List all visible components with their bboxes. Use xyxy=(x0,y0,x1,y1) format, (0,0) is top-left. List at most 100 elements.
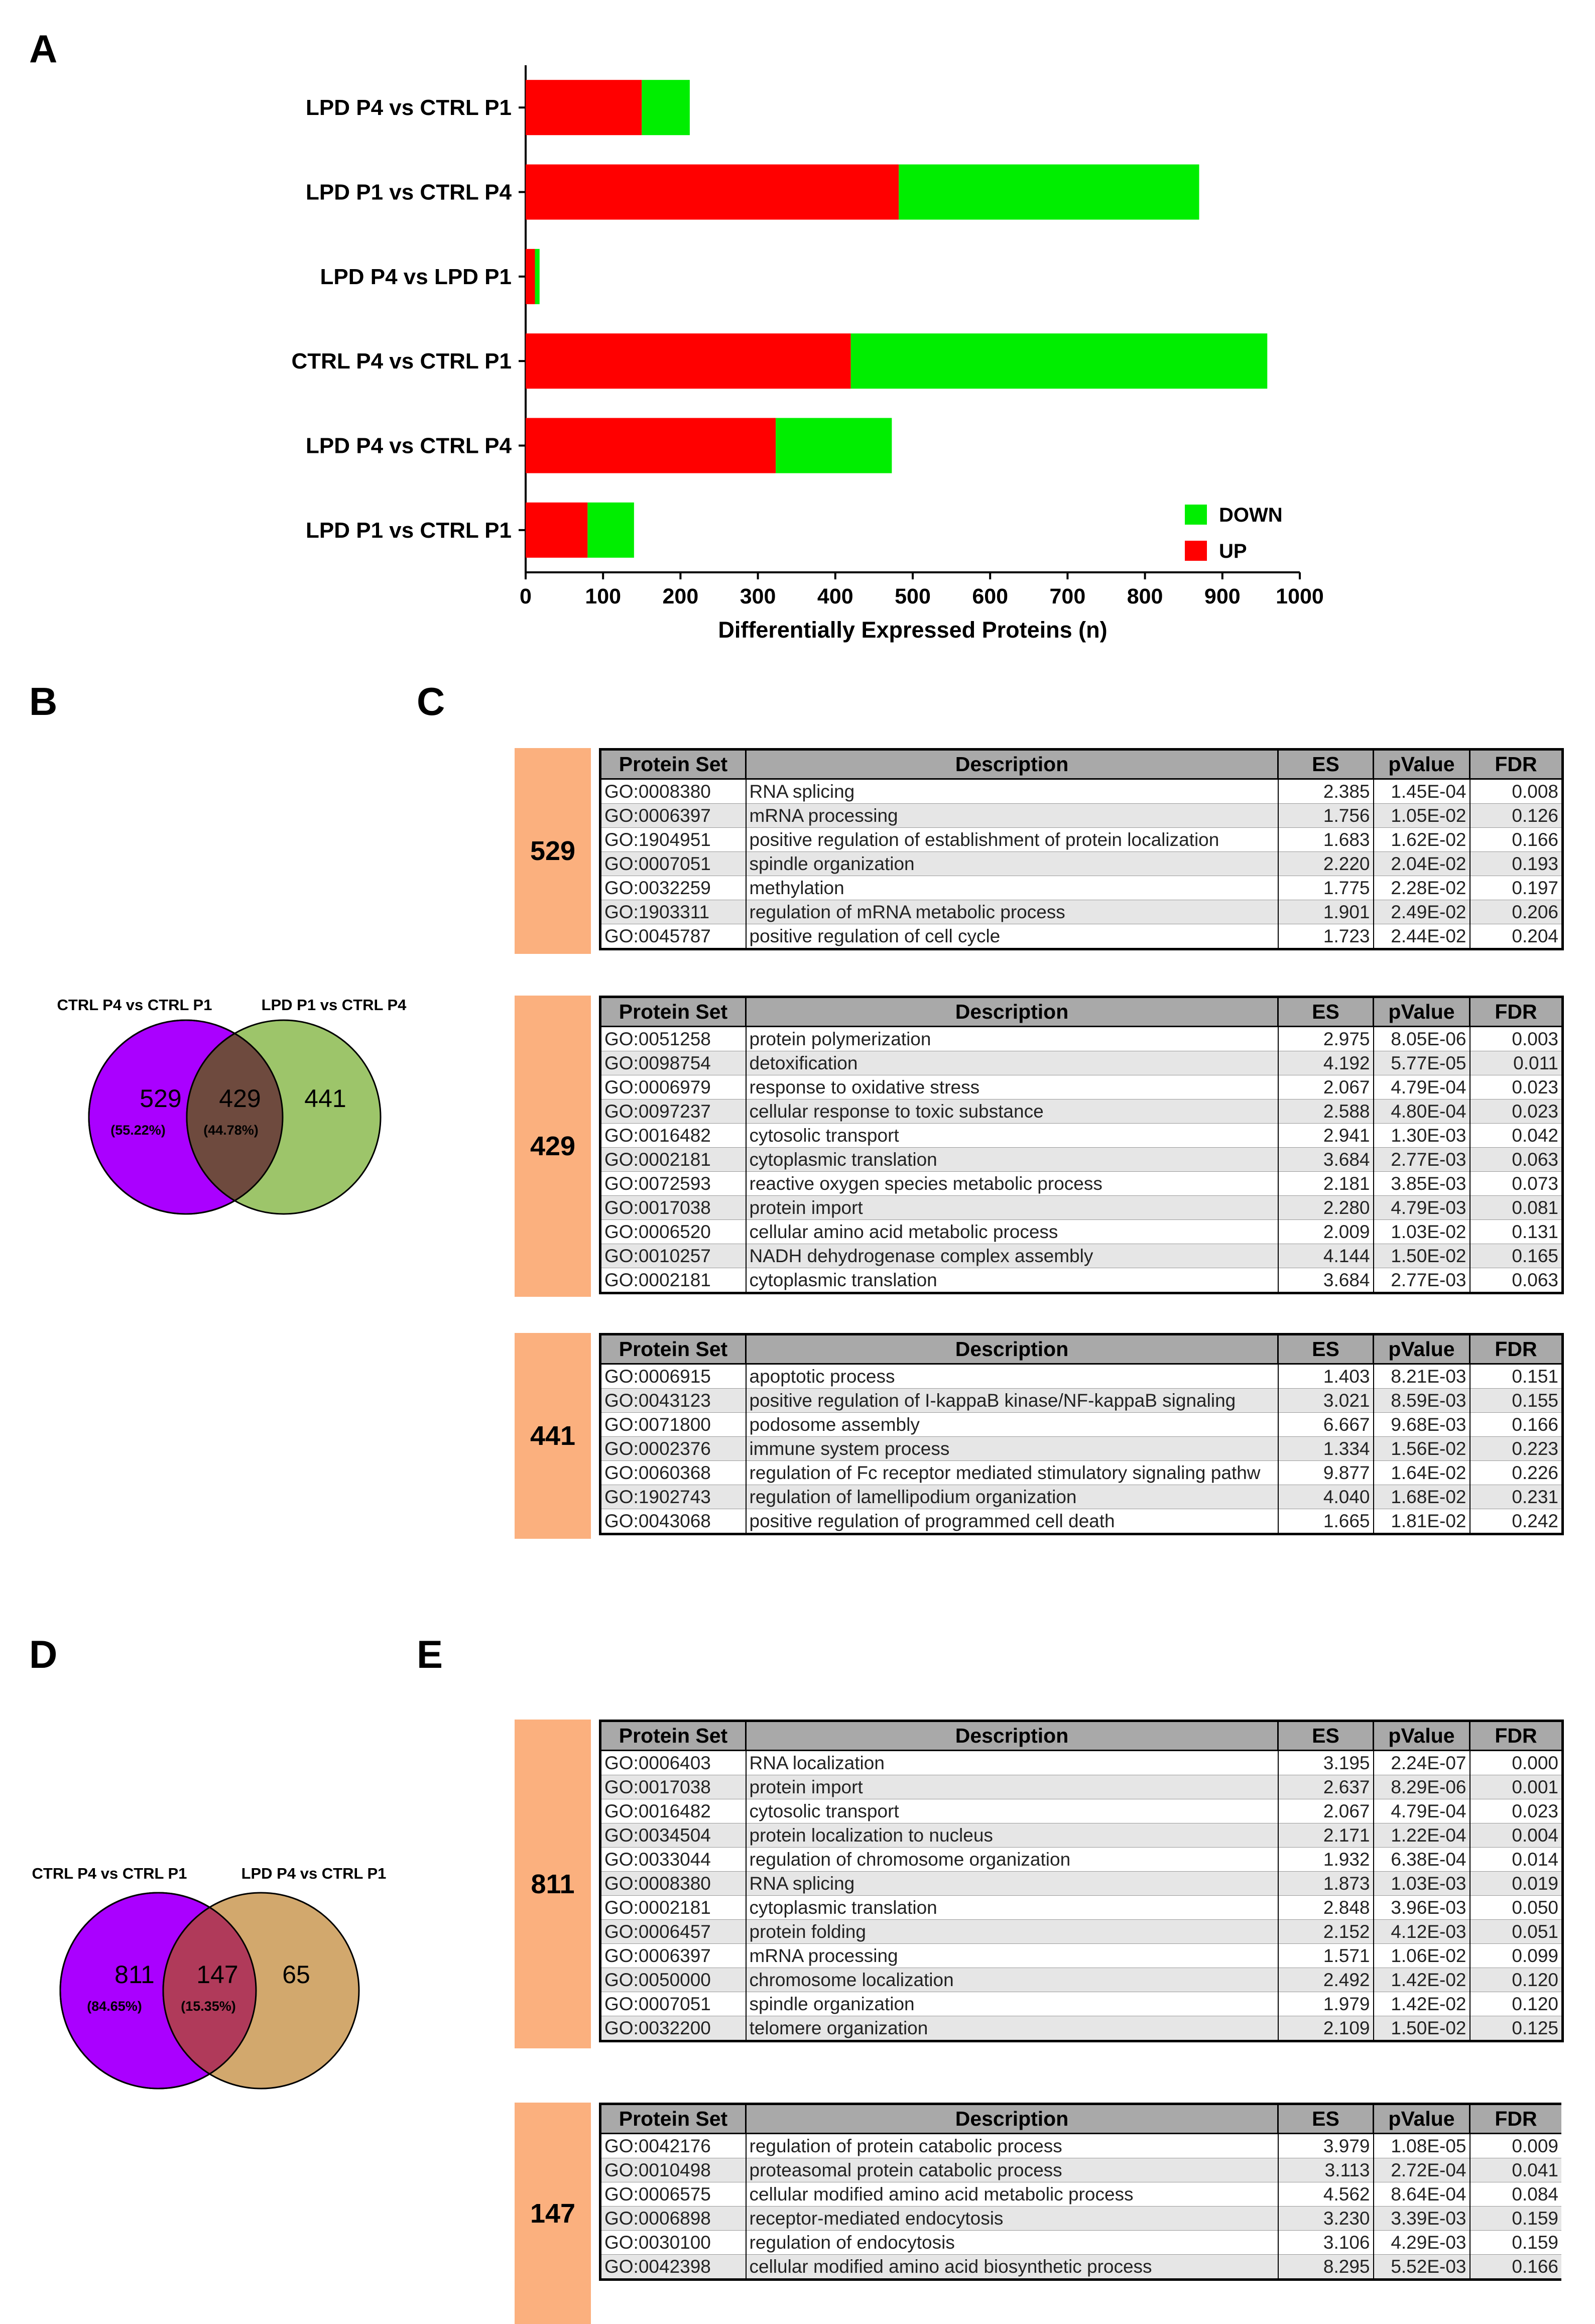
go-id-cell: GO:0045787 xyxy=(599,924,747,949)
venn-b-mid-pct: (44.78%) xyxy=(203,1123,259,1138)
venn-b-mid-count: 429 xyxy=(219,1084,261,1113)
go-id-cell: GO:0008380 xyxy=(599,1871,747,1896)
pvalue-cell: 3.85E-03 xyxy=(1373,1171,1470,1196)
es-cell: 1.683 xyxy=(1277,827,1374,852)
table-row: GO:1903311 regulation of mRNA metabolic p… xyxy=(599,900,1563,924)
go-id-cell: GO:1903311 xyxy=(599,900,747,924)
fdr-cell: 0.081 xyxy=(1469,1195,1563,1220)
pvalue-cell: 4.29E-03 xyxy=(1373,2230,1470,2255)
pvalue-cell: 5.52E-03 xyxy=(1373,2254,1470,2280)
pvalue-cell: 9.68E-03 xyxy=(1373,1412,1470,1437)
x-tick-label: 200 xyxy=(663,584,699,608)
pvalue-cell: 1.03E-02 xyxy=(1373,1219,1470,1244)
fdr-cell: 0.197 xyxy=(1469,876,1563,900)
pvalue-cell: 4.79E-04 xyxy=(1373,1075,1470,1099)
venn-d-overlap xyxy=(162,1893,256,2089)
go-id-cell: GO:0007051 xyxy=(599,851,747,876)
fdr-cell: 0.073 xyxy=(1469,1171,1563,1196)
fdr-cell: 0.000 xyxy=(1469,1750,1563,1775)
x-tick-label: 400 xyxy=(817,584,853,608)
column-header: Protein Set xyxy=(599,1720,747,1751)
description-cell: cellular modified amino acid biosyntheti… xyxy=(745,2254,1279,2280)
go-id-cell: GO:0007051 xyxy=(599,1992,747,2016)
bar-up xyxy=(526,164,899,220)
bar-down xyxy=(899,164,1199,220)
panel-letter-b: B xyxy=(29,679,58,723)
go-id-cell: GO:0043123 xyxy=(599,1388,747,1413)
bar-down xyxy=(776,418,892,473)
table-row: GO:0042398 cellular modified amino acid b… xyxy=(599,2254,1561,2280)
es-cell: 1.775 xyxy=(1277,876,1374,900)
venn-d-mid-count: 147 xyxy=(196,1961,238,1989)
table-row: GO:0060368 regulation of Fc receptor medi… xyxy=(599,1460,1563,1485)
bar-down xyxy=(587,502,634,558)
go-id-cell: GO:0010498 xyxy=(599,2158,747,2182)
pvalue-cell: 1.81E-02 xyxy=(1373,1509,1470,1534)
go-id-cell: GO:0032259 xyxy=(599,876,747,900)
stacked-bar-chart: LPD P4 vs CTRL P1 LPD P1 vs CTRL P4 LPD P4… xyxy=(292,65,1324,643)
fdr-cell: 0.063 xyxy=(1469,1147,1563,1172)
pvalue-cell: 2.77E-03 xyxy=(1373,1268,1470,1293)
table-row: GO:0033044 regulation of chromosome organ… xyxy=(599,1847,1563,1872)
es-cell: 2.152 xyxy=(1277,1919,1374,1944)
go-id-cell: GO:0072593 xyxy=(599,1171,747,1196)
es-cell: 2.067 xyxy=(1277,1799,1374,1823)
go-table-block-529: 529 Protein Set Description ES pValue FDR GO:0… xyxy=(515,748,1564,954)
table-row: GO:0043068 positive regulation of program… xyxy=(599,1509,1563,1534)
x-axis-title: Differentially Expressed Proteins (n) xyxy=(718,617,1107,643)
pvalue-cell: 1.42E-02 xyxy=(1373,1992,1470,2016)
es-cell: 2.975 xyxy=(1277,1026,1374,1051)
table-row: GO:0010498 proteasomal protein catabolic … xyxy=(599,2158,1561,2182)
pvalue-cell: 4.80E-04 xyxy=(1373,1099,1470,1124)
column-header: FDR xyxy=(1469,1333,1563,1365)
es-cell: 2.181 xyxy=(1277,1171,1374,1196)
venn-b-left-count: 529 xyxy=(140,1084,181,1113)
description-cell: spindle organization xyxy=(745,851,1279,876)
legend-label-down: DOWN xyxy=(1219,504,1283,526)
x-tick-label: 1000 xyxy=(1276,584,1324,608)
fdr-cell: 0.014 xyxy=(1469,1847,1563,1872)
description-cell: telomere organization xyxy=(745,2016,1279,2041)
fdr-cell: 0.023 xyxy=(1469,1799,1563,1823)
fdr-cell: 0.204 xyxy=(1469,924,1563,949)
table-row: GO:0002181 cytoplasmic translation 3.684 2.… xyxy=(599,1147,1563,1172)
go-id-cell: GO:0006457 xyxy=(599,1919,747,1944)
legend-label-up: UP xyxy=(1219,540,1247,562)
go-enrichment-table: Protein Set Description ES pValue FDR GO:0006… xyxy=(599,1333,1564,1535)
pvalue-cell: 2.28E-02 xyxy=(1373,876,1470,900)
fdr-cell: 0.165 xyxy=(1469,1244,1563,1268)
fdr-cell: 0.131 xyxy=(1469,1219,1563,1244)
description-cell: protein localization to nucleus xyxy=(745,1823,1279,1848)
go-enrichment-table: Protein Set Description ES pValue FDR GO:0051… xyxy=(599,996,1564,1294)
column-header: Description xyxy=(745,1333,1279,1365)
es-cell: 1.873 xyxy=(1277,1871,1374,1896)
table-row: GO:1902743 regulation of lamellipodium or… xyxy=(599,1485,1563,1509)
es-cell: 2.637 xyxy=(1277,1775,1374,1799)
es-cell: 1.571 xyxy=(1277,1943,1374,1968)
description-cell: protein polymerization xyxy=(745,1026,1279,1051)
fdr-cell: 0.051 xyxy=(1469,1919,1563,1944)
go-id-cell: GO:0051258 xyxy=(599,1026,747,1051)
table-row: GO:0034504 protein localization to nucleu… xyxy=(599,1823,1563,1848)
fdr-cell: 0.063 xyxy=(1469,1268,1563,1293)
es-cell: 1.665 xyxy=(1277,1509,1374,1534)
es-cell: 1.334 xyxy=(1277,1436,1374,1461)
description-cell: cytosolic transport xyxy=(745,1799,1279,1823)
es-cell: 2.109 xyxy=(1277,2016,1374,2041)
table-row: GO:1904951 positive regulation of establi… xyxy=(599,827,1563,852)
description-cell: RNA localization xyxy=(745,1750,1279,1775)
table-row: GO:0008380 RNA splicing 2.385 1.45E-04 0.008 xyxy=(599,779,1563,804)
go-id-cell: GO:0017038 xyxy=(599,1775,747,1799)
x-tick-label: 300 xyxy=(740,584,776,608)
pvalue-cell: 1.68E-02 xyxy=(1373,1485,1470,1509)
pvalue-cell: 3.96E-03 xyxy=(1373,1895,1470,1920)
table-header-row: Protein Set Description ES pValue FDR xyxy=(599,996,1563,1027)
fdr-cell: 0.231 xyxy=(1469,1485,1563,1509)
go-id-cell: GO:0006898 xyxy=(599,2206,747,2231)
table-row: GO:0072593 reactive oxygen species metabo… xyxy=(599,1171,1563,1196)
description-cell: regulation of lamellipodium organization xyxy=(745,1485,1279,1509)
table-row: GO:0017038 protein import 2.637 8.29E-06 0.0… xyxy=(599,1775,1563,1799)
bar-down xyxy=(642,80,690,136)
column-header: Protein Set xyxy=(599,1333,747,1365)
description-cell: positive regulation of establishment of … xyxy=(745,827,1279,852)
